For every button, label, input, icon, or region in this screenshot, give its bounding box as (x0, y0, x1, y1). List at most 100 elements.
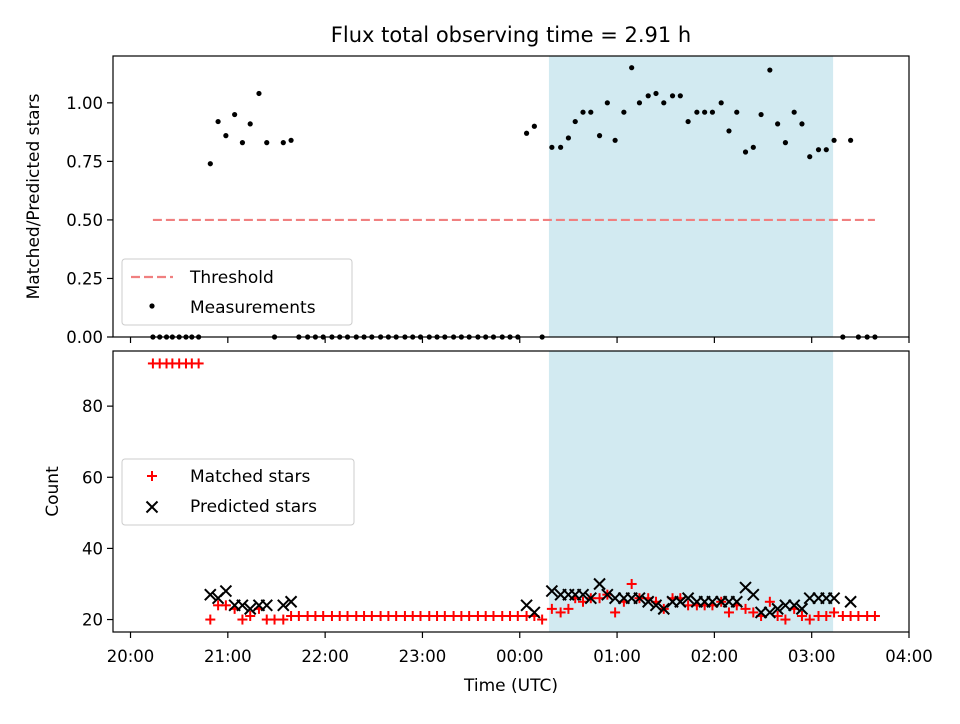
measurement-point (565, 135, 572, 141)
predicted-marker-b (633, 592, 646, 605)
matched-star-point (853, 610, 864, 621)
predicted-marker-b (681, 592, 695, 605)
measurement-point (782, 140, 789, 146)
top-y-tick-label: 1.00 (66, 94, 103, 113)
matched-star-point (780, 614, 791, 625)
bottom-y-tick-label: 60 (82, 468, 103, 487)
top-legend-box (121, 258, 353, 326)
measurement-point (799, 121, 805, 127)
measurement-point (232, 111, 238, 118)
bottom-x-tick-label: 02:00 (691, 647, 739, 666)
matched-star-point (205, 614, 216, 625)
predicted-marker-b (545, 584, 559, 598)
measurement-point (549, 144, 555, 150)
bottom-x-tick-label: 04:00 (885, 647, 933, 666)
measurement-point (215, 118, 221, 125)
bottom-x-tick-label: 23:00 (399, 647, 447, 666)
predicted-star-point (674, 595, 687, 608)
bottom-panel: 20 40 60 80 20:00 21:00 22:00 23:00 00:00 01:00 0… (43, 350, 933, 696)
bottom-x-axis-label: Time (UTC) (463, 676, 558, 696)
measurement-point (596, 133, 603, 139)
predicted-marker-b (260, 599, 273, 612)
predicted-star-point (545, 584, 559, 598)
measurement-point (580, 109, 586, 115)
observing-window-shade-top (548, 56, 834, 337)
predicted-marker-b (803, 592, 816, 605)
matched-star-point (740, 603, 751, 614)
predicted-marker-b (593, 577, 606, 591)
matched-star-point (318, 610, 329, 621)
bottom-x-tick-label: 00:00 (496, 647, 544, 666)
measurement-point (848, 137, 854, 143)
measurement-point (718, 100, 724, 106)
predicted-marker-b (219, 584, 233, 598)
predicted-marker-b (277, 599, 290, 612)
predicted-star-point (706, 595, 719, 608)
predicted-star-point (730, 595, 743, 608)
bottom-y-tick-label: 80 (82, 397, 103, 416)
predicted-marker-b (145, 500, 159, 514)
predicted-star-point (649, 599, 663, 612)
matched-star-point (342, 610, 353, 621)
predicted-star-point (584, 592, 598, 605)
matched-star-point (464, 610, 475, 621)
predicted-star-point (763, 606, 777, 619)
top-y-tick-label: 0.00 (66, 328, 103, 347)
predicted-star-point (787, 599, 801, 612)
matched-star-point (804, 614, 815, 625)
predicted-marker-b (520, 599, 533, 612)
predicted-marker-b (236, 599, 249, 612)
measurement-point (750, 144, 756, 150)
matched-star-point (626, 578, 637, 589)
bottom-plot-frame (112, 350, 910, 633)
predicted-marker-b (576, 588, 590, 601)
measurement-point (621, 109, 627, 115)
predicted-star-point (754, 606, 768, 619)
predicted-marker-b (528, 606, 541, 619)
predicted-star-point (601, 588, 614, 601)
predicted-star-point (803, 592, 816, 605)
matched-star-point (610, 607, 621, 618)
matched-star-point (829, 607, 840, 618)
measurement-point (531, 123, 537, 129)
predicted-marker-b (608, 592, 622, 605)
top-y-tick-label: 0.75 (66, 152, 103, 171)
predicted-star-point (608, 592, 622, 605)
measurement-point (572, 118, 578, 125)
legend-measurements-swatch (149, 303, 155, 309)
predicted-star-point (244, 602, 257, 616)
predicted-star-point (844, 595, 857, 608)
matched-star-point (220, 600, 231, 611)
matched-star-point (796, 610, 807, 621)
bottom-x-tick-label: 01:00 (593, 647, 641, 666)
predicted-marker-b (204, 588, 217, 601)
measurement-point (207, 161, 213, 167)
predicted-star-point (681, 592, 695, 605)
matched-star-point (546, 603, 557, 614)
measurement-point (264, 140, 270, 146)
matched-star-point (821, 610, 832, 621)
predicted-marker-b (601, 588, 614, 601)
measurement-point (645, 93, 651, 99)
matched-star-point (512, 610, 523, 621)
matched-star-point (488, 610, 499, 621)
matched-star-point (748, 607, 759, 618)
predicted-star-point (284, 595, 298, 608)
predicted-marker-b (739, 581, 752, 594)
measurement-point (223, 133, 229, 139)
measurement-point (709, 109, 716, 115)
predicted-marker-b (244, 602, 257, 616)
predicted-marker-b (754, 606, 768, 619)
predicted-star-point (260, 599, 273, 612)
predicted-star-point (657, 602, 670, 616)
measurement-point (661, 100, 667, 106)
predicted-star-point (204, 588, 217, 601)
matched-star-point (245, 610, 256, 621)
bottom-legend-box (121, 458, 355, 526)
predicted-star-point (779, 599, 792, 612)
legend-predicted-swatch (145, 500, 159, 514)
predicted-marker-b (779, 599, 792, 612)
predicted-marker-b (787, 599, 801, 612)
measurement-point (588, 109, 594, 115)
bottom-legend: Matched stars Predicted stars (121, 458, 355, 526)
